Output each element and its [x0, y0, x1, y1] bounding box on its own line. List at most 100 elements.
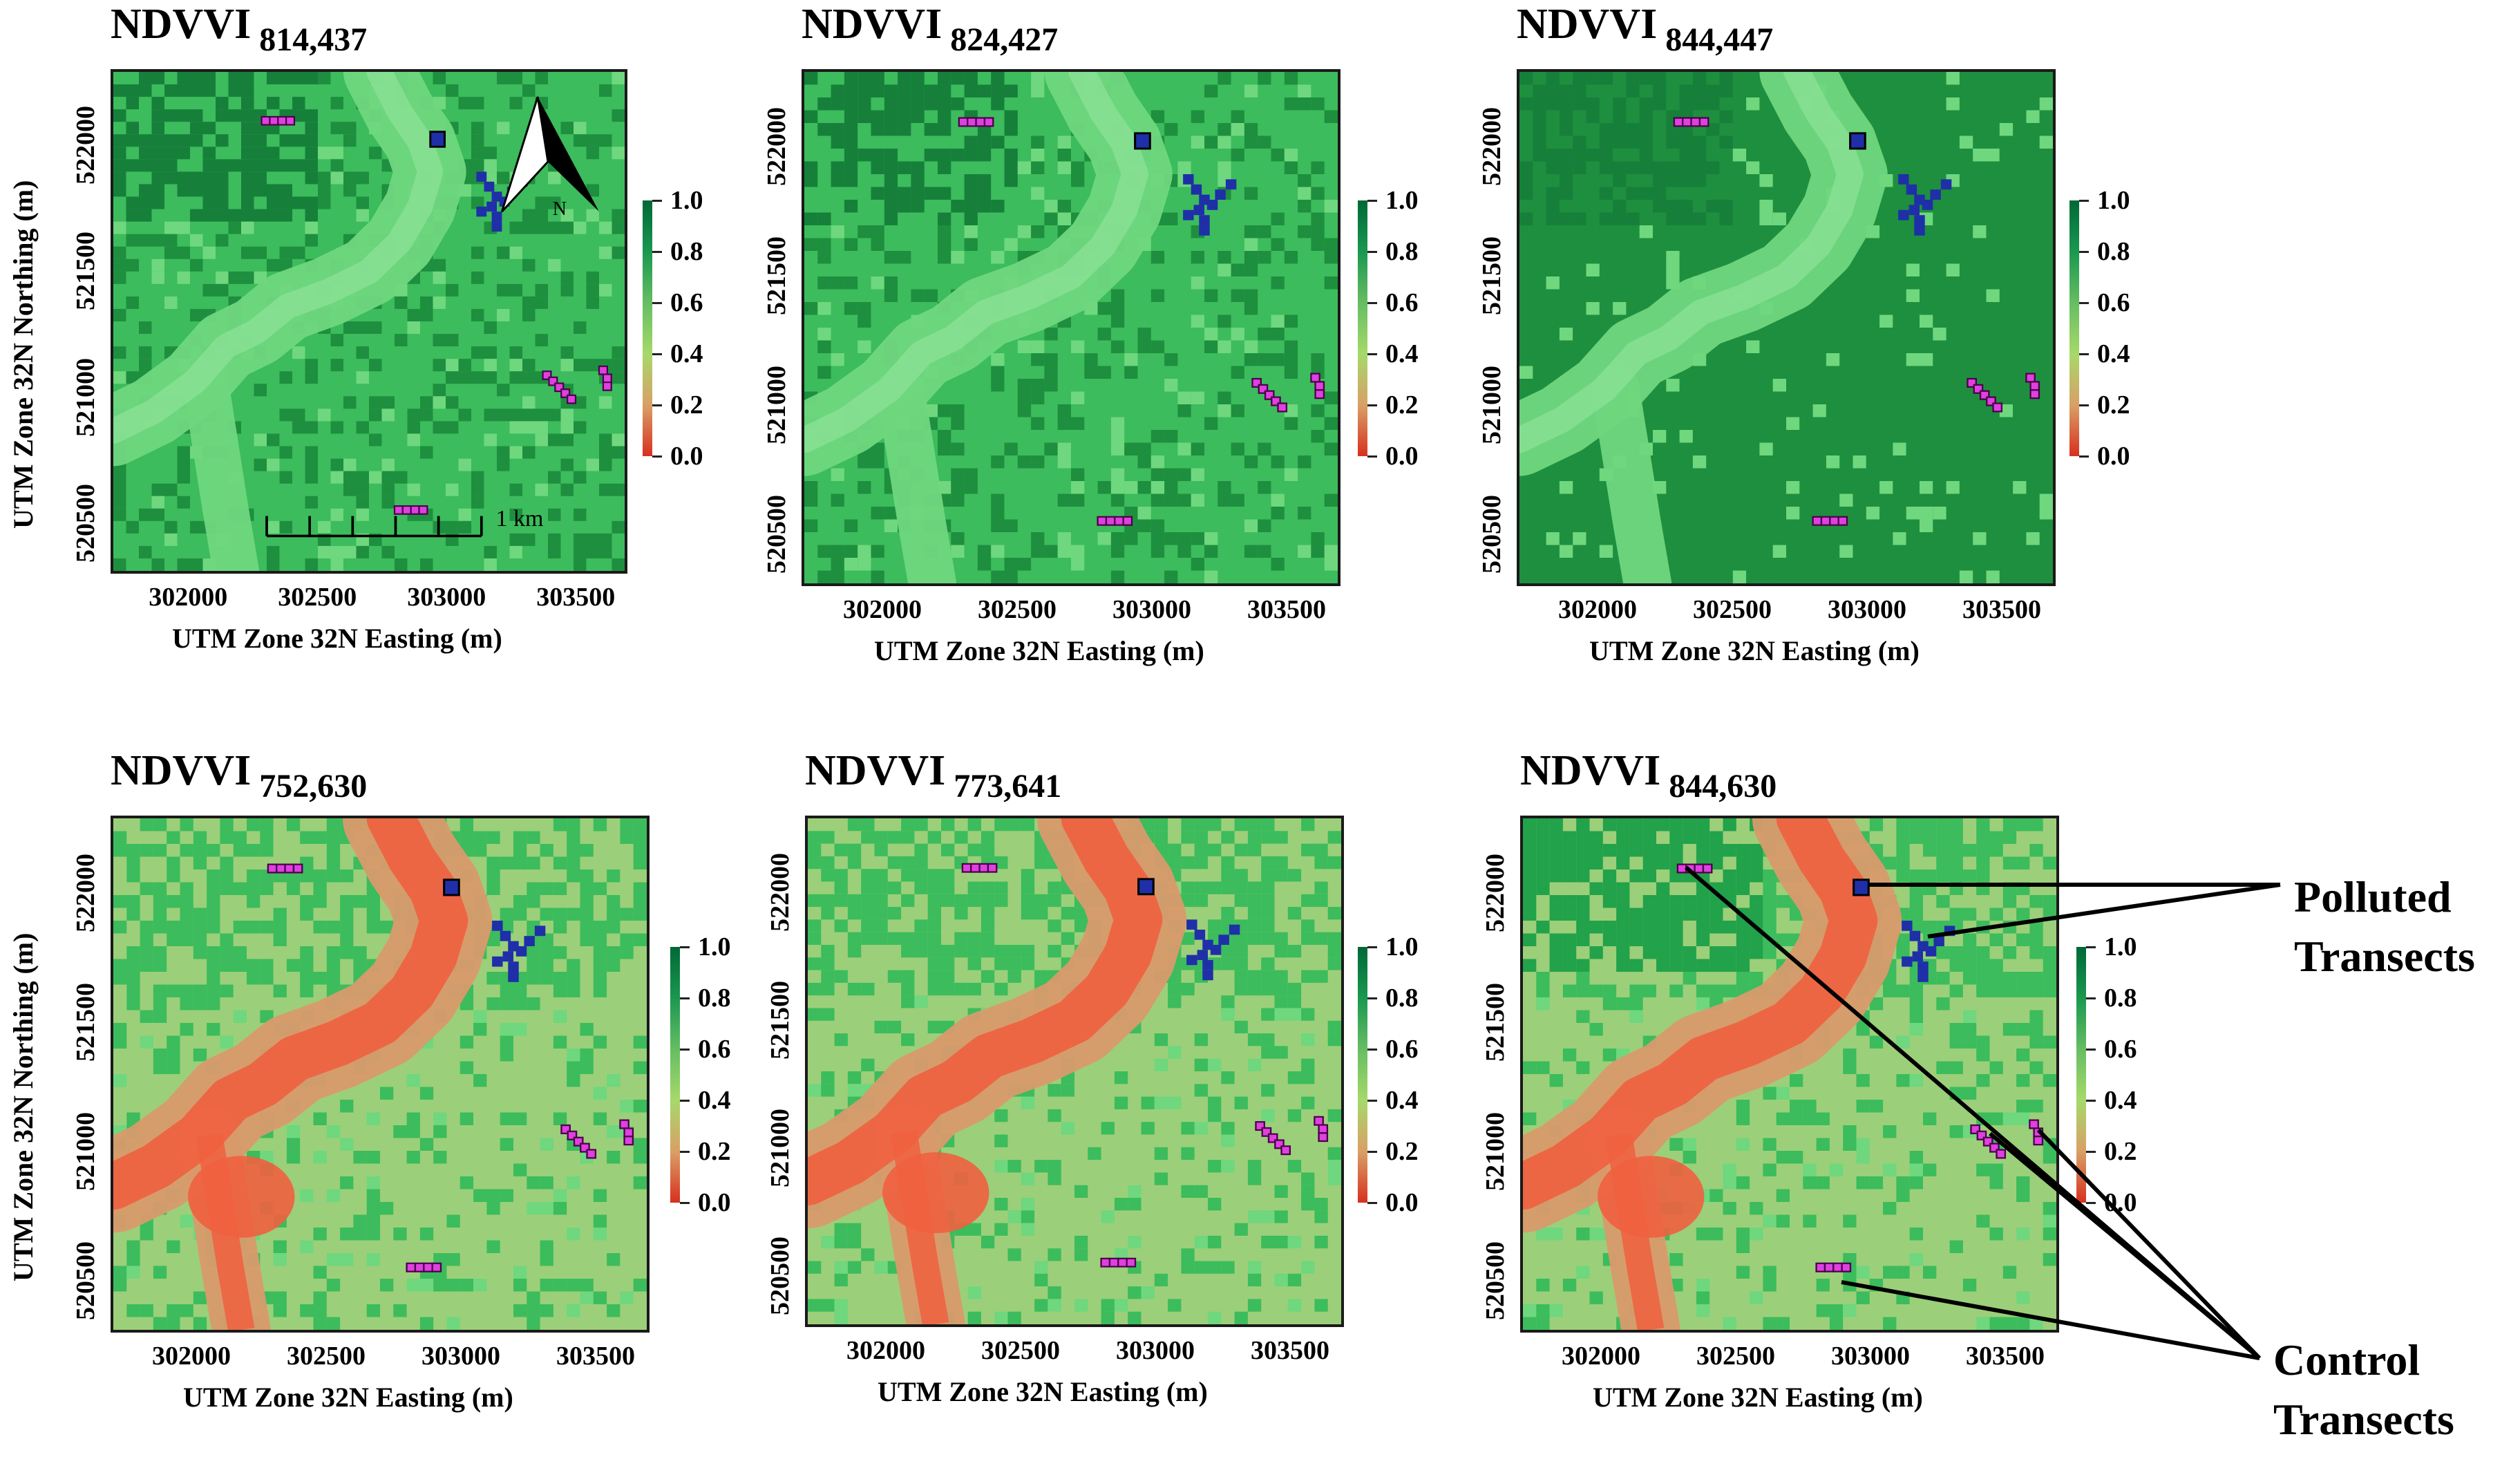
colorbar-tick-label: 0.8	[2104, 984, 2137, 1013]
colorbar-tick	[2079, 302, 2089, 304]
x-tick-label: 303000	[1828, 595, 1906, 624]
colorbar	[670, 947, 680, 1203]
colorbar-tick	[680, 1151, 690, 1153]
x-axis-label: UTM Zone 32N Easting (m)	[1593, 1382, 1923, 1413]
y-tick-label: 521000	[766, 1109, 795, 1187]
polluted-transect-point	[429, 131, 446, 148]
panel-title-bands: 752,630	[259, 768, 368, 805]
panel-title-index: NDVVI	[1520, 747, 1661, 794]
north-label: N	[552, 198, 567, 220]
raster-map	[802, 69, 1340, 586]
colorbar-tick	[2086, 1049, 2096, 1051]
panel-title-index: NDVVI	[1517, 1, 1658, 48]
y-tick-label: 522000	[1477, 107, 1506, 187]
scale-bar-label: 1 km	[495, 505, 544, 532]
control-transect-nw	[260, 115, 296, 126]
colorbar-tick	[2079, 200, 2089, 202]
control-transect-nw	[1673, 117, 1709, 127]
polluted-line1: Polluted	[2294, 872, 2452, 921]
control-transect-nw	[958, 117, 994, 127]
x-tick-label: 303000	[1831, 1342, 1910, 1371]
colorbar-tick	[1367, 455, 1377, 458]
colorbar	[1358, 200, 1367, 456]
colorbar-tick-label: 0.0	[670, 442, 703, 471]
polluted-transect-point	[1849, 132, 1866, 150]
leader-control-3	[2036, 1128, 2262, 1360]
colorbar-tick	[652, 353, 662, 355]
colorbar-tick-label: 0.4	[698, 1086, 731, 1115]
colorbar-tick-label: 0.2	[670, 391, 703, 420]
x-tick-label: 303000	[421, 1342, 500, 1371]
control-transect-s	[1100, 1257, 1137, 1268]
x-tick-label: 303000	[1116, 1336, 1195, 1365]
panel-title: NDVVI 824,427	[802, 0, 1058, 58]
colorbar-tick-label: 0.6	[2097, 288, 2130, 317]
colorbar-tick	[1367, 946, 1377, 948]
colorbar-tick-label: 0.0	[1385, 442, 1419, 471]
panel-title-bands: 844,447	[1665, 21, 1774, 58]
colorbar-tick-label: 0.8	[670, 237, 703, 266]
colorbar-tick-label: 0.6	[670, 288, 703, 317]
x-tick-label: 302000	[1558, 595, 1637, 624]
y-tick-label: 520500	[1481, 1241, 1510, 1321]
control-transect-e1	[1255, 1121, 1291, 1156]
y-tick-label: 521000	[71, 357, 100, 437]
colorbar-tick-label: 1.0	[2104, 932, 2137, 961]
x-axis-label: UTM Zone 32N Easting (m)	[1589, 635, 1920, 666]
colorbar-tick-label: 0.2	[1385, 1137, 1419, 1166]
colorbar-tick-label: 1.0	[698, 932, 731, 961]
colorbar-tick-label: 0.0	[2104, 1188, 2137, 1217]
x-tick-label: 302500	[287, 1342, 366, 1371]
colorbar-tick	[680, 946, 690, 948]
colorbar-tick	[1367, 404, 1377, 406]
colorbar-tick	[2079, 404, 2089, 406]
x-tick-label: 302500	[1696, 1342, 1775, 1371]
control-transect-e1	[542, 370, 577, 404]
y-tick-label: 521500	[1477, 236, 1506, 316]
y-tick-label: 522000	[766, 853, 795, 932]
polluted-transects-label: Polluted Transects	[2294, 867, 2475, 986]
colorbar-tick	[2079, 251, 2089, 253]
colorbar-tick-label: 0.8	[1385, 984, 1419, 1013]
y-tick-label: 522000	[762, 107, 791, 187]
control-transect-s	[393, 505, 428, 515]
y-axis-label: UTM Zone 32N Northing (m)	[8, 180, 39, 529]
control-line1: Control	[2273, 1335, 2420, 1384]
colorbar-tick	[1367, 1100, 1377, 1102]
colorbar-tick-label: 1.0	[1385, 932, 1419, 961]
control-transect-e1	[560, 1124, 597, 1159]
colorbar-tick-label: 0.2	[2104, 1137, 2137, 1166]
colorbar-tick	[652, 251, 662, 253]
y-tick-label: 521000	[1481, 1112, 1510, 1192]
panel-title-bands: 814,437	[259, 21, 368, 58]
colorbar-tick	[1367, 1151, 1377, 1153]
x-tick-label: 302000	[843, 595, 922, 624]
polluted-transect-cross	[1898, 174, 1952, 236]
y-tick-label: 520500	[762, 495, 791, 574]
colorbar-tick-label: 0.4	[670, 339, 703, 368]
control-transects-label: Control Transects	[2273, 1331, 2454, 1449]
colorbar-tick-label: 0.6	[2104, 1035, 2137, 1064]
control-transect-e2	[1310, 373, 1325, 400]
polluted-transect-cross	[1183, 174, 1237, 236]
control-transect-e2	[1314, 1116, 1329, 1143]
y-tick-label: 521000	[1477, 366, 1506, 445]
control-transect-e1	[1967, 377, 2003, 413]
x-axis-label: UTM Zone 32N Easting (m)	[183, 1382, 513, 1413]
colorbar-tick	[1367, 1202, 1377, 1204]
panel-title: NDVVI 814,437	[111, 0, 367, 58]
raster-map	[1517, 69, 2056, 586]
y-tick-label: 520500	[71, 1241, 100, 1321]
x-tick-label: 302000	[846, 1336, 925, 1365]
panel-title-index: NDVVI	[111, 747, 252, 794]
colorbar-tick	[1367, 1049, 1377, 1051]
colorbar-tick	[1367, 302, 1377, 304]
colorbar-tick	[1367, 251, 1377, 253]
colorbar-tick-label: 0.2	[698, 1137, 731, 1166]
y-tick-label: 521500	[766, 981, 795, 1060]
colorbar-tick-label: 0.2	[2097, 391, 2130, 420]
polluted-transect-point	[443, 878, 460, 896]
polluted-line2: Transects	[2294, 932, 2475, 981]
colorbar	[1358, 947, 1367, 1203]
control-transect-nw	[267, 863, 303, 874]
